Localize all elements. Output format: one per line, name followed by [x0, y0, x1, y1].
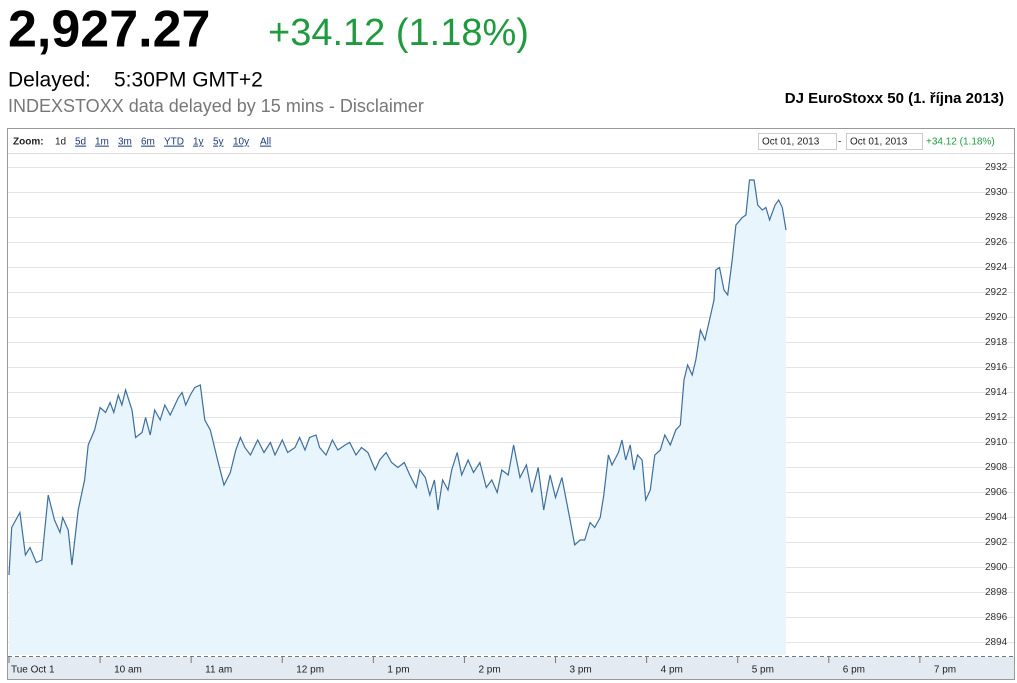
zoom-option[interactable]: 1d — [55, 137, 66, 148]
y-tick-label: 2900 — [985, 562, 1008, 573]
price: 2,927.27 — [8, 1, 210, 59]
source-note: INDEXSTOXX data delayed by 15 mins - Dis… — [8, 96, 424, 116]
zoom-option[interactable]: All — [260, 137, 271, 148]
y-tick-label: 2916 — [985, 362, 1008, 373]
y-tick-label: 2930 — [985, 187, 1008, 198]
y-tick-label: 2932 — [985, 162, 1008, 173]
zoom-option[interactable]: 1y — [193, 137, 204, 148]
y-tick-label: 2898 — [985, 587, 1008, 598]
date-box[interactable] — [758, 133, 837, 150]
price-change: +34.12 (1.18%) — [268, 12, 529, 54]
price-line — [8, 179, 787, 576]
date-box[interactable] — [846, 133, 923, 150]
y-tick-label: 2918 — [985, 337, 1008, 348]
x-tick-label: 6 pm — [843, 665, 865, 676]
x-tick-label: 12 pm — [296, 665, 324, 676]
zoom-option[interactable]: 6m — [141, 137, 155, 148]
x-tick-label: 7 pm — [934, 665, 956, 676]
y-tick-label: 2912 — [985, 412, 1008, 423]
delayed-label: Delayed: — [8, 69, 91, 92]
x-axis-band — [8, 657, 1014, 679]
zoom-label: Zoom: — [13, 137, 44, 148]
range-change: +34.12 (1.18%) — [926, 137, 995, 148]
y-tick-label: 2926 — [985, 237, 1008, 248]
y-tick-label: 2914 — [985, 387, 1008, 398]
x-tick-label: 5 pm — [752, 665, 774, 676]
y-tick-label: 2904 — [985, 512, 1008, 523]
zoom-option[interactable]: 5d — [75, 137, 86, 148]
y-tick-label: 2920 — [985, 312, 1008, 323]
y-tick-label: 2908 — [985, 462, 1008, 473]
x-tick-label: 1 pm — [387, 665, 409, 676]
delayed-time: 5:30PM GMT+2 — [114, 69, 263, 92]
x-tick-label: 4 pm — [661, 665, 683, 676]
zoom-option[interactable]: 1m — [95, 137, 109, 148]
area-fill — [9, 180, 786, 655]
x-tick-label: 2 pm — [478, 665, 500, 676]
y-tick-label: 2922 — [985, 287, 1008, 298]
zoom-option[interactable]: 3m — [118, 137, 132, 148]
x-tick-label: 10 am — [114, 665, 142, 676]
zoom-option[interactable]: 10y — [233, 137, 249, 148]
y-tick-label: 2896 — [985, 612, 1008, 623]
x-tick-label: 11 am — [205, 665, 232, 676]
y-tick-label: 2902 — [985, 537, 1008, 548]
x-tick-label: 3 pm — [570, 665, 592, 676]
y-tick-label: 2928 — [985, 212, 1008, 223]
zoom-option[interactable]: YTD — [164, 137, 184, 148]
y-tick-label: 2906 — [985, 487, 1008, 498]
chart-title: DJ EuroStoxx 50 (1. října 2013) — [785, 90, 1004, 107]
y-tick-label: 2894 — [985, 637, 1008, 648]
date-from[interactable]: Oct 01, 2013 — [762, 137, 820, 148]
date-separator: - — [838, 137, 841, 148]
x-tick-label: Tue Oct 1 — [11, 665, 55, 676]
y-tick-label: 2924 — [985, 262, 1008, 273]
y-tick-label: 2910 — [985, 437, 1008, 448]
date-to[interactable]: Oct 01, 2013 — [850, 137, 908, 148]
zoom-option[interactable]: 5y — [213, 137, 224, 148]
